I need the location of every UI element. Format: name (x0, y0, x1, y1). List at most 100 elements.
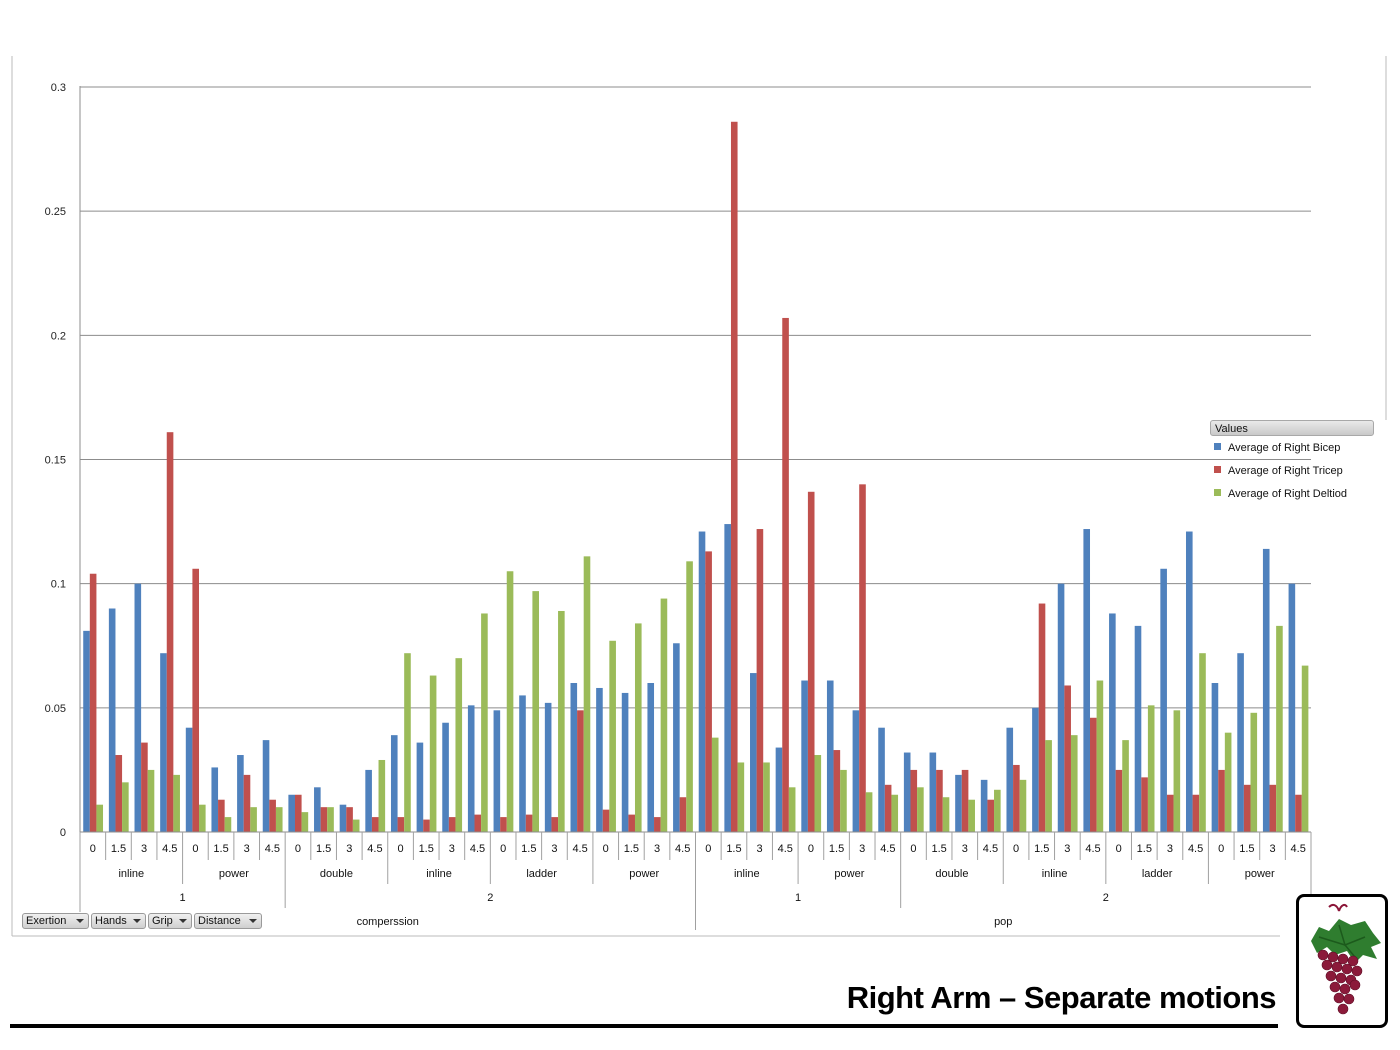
x-tick-label: 0 (1116, 843, 1122, 855)
bar (730, 121, 738, 833)
grip-label: inline (118, 868, 144, 880)
x-tick-label: 0 (295, 843, 301, 855)
x-tick-label: 0 (1013, 843, 1019, 855)
bar (570, 683, 578, 832)
x-tick-label: 1.5 (213, 843, 228, 855)
bar (826, 680, 834, 832)
bar (429, 675, 437, 832)
grape-cluster-icon (1296, 894, 1388, 1028)
bar (519, 695, 526, 832)
bar (1173, 710, 1181, 832)
grip-label: power (629, 868, 659, 880)
bar (987, 799, 995, 832)
bar (243, 774, 251, 832)
bar (275, 807, 283, 832)
bar (1295, 794, 1302, 832)
legend: Values Average of Right Bicep Average of… (1210, 420, 1376, 502)
bar (339, 804, 347, 832)
bar (416, 742, 424, 832)
bar (352, 819, 360, 832)
legend-item-bicep: Average of Right Bicep (1214, 440, 1340, 456)
bar (192, 568, 200, 832)
grip-filter-button[interactable]: Grip (148, 913, 192, 929)
x-tick-label: 1.5 (829, 843, 844, 855)
bar (968, 799, 975, 832)
bar (724, 524, 731, 832)
bar (89, 573, 97, 832)
bar (634, 623, 642, 832)
x-tick-label: 3 (244, 843, 250, 855)
dropdown-arrow-icon (249, 919, 257, 923)
legend-item-tricep: Average of Right Tricep (1214, 463, 1343, 479)
bar (660, 598, 668, 832)
bar (1141, 777, 1148, 832)
bar (917, 787, 924, 832)
hands-filter-button[interactable]: Hands (91, 913, 146, 929)
title-underline (10, 1024, 1278, 1028)
bar (442, 722, 449, 832)
x-tick-label: 0 (90, 843, 96, 855)
dropdown-arrow-icon (76, 919, 84, 923)
bar (782, 317, 789, 832)
x-tick-label: 4.5 (572, 843, 587, 855)
legend-swatch-deltiod (1214, 489, 1221, 496)
grip-label: inline (734, 868, 760, 880)
x-tick-label: 1.5 (111, 843, 126, 855)
x-tick-label: 4.5 (675, 843, 690, 855)
bar (673, 643, 680, 832)
bar (467, 705, 475, 832)
bar (423, 819, 430, 832)
x-tick-label: 4.5 (880, 843, 895, 855)
bar (1083, 529, 1091, 832)
bar (448, 817, 456, 832)
x-tick-label: 4.5 (778, 843, 793, 855)
bar (390, 735, 398, 832)
bar (83, 630, 90, 832)
x-tick-label: 4.5 (1085, 843, 1100, 855)
bar (250, 807, 257, 832)
bar (1122, 740, 1129, 832)
bar (506, 571, 514, 832)
bar (859, 484, 866, 832)
bar (1032, 707, 1039, 832)
y-tick-label: 0.15 (45, 455, 66, 467)
bar (577, 710, 584, 832)
bar (294, 794, 302, 832)
bar (211, 767, 219, 832)
bar (1013, 764, 1020, 832)
bar (544, 702, 552, 832)
x-tick-label: 4.5 (470, 843, 485, 855)
grip-label: power (834, 868, 864, 880)
bar (833, 750, 841, 832)
hands-label: 2 (487, 892, 493, 904)
bar (903, 752, 911, 832)
x-tick-label: 1.5 (521, 843, 536, 855)
bar (346, 807, 353, 832)
exertion-filter-button[interactable]: Exertion (22, 913, 89, 929)
bar (1038, 603, 1046, 832)
legend-header[interactable]: Values (1210, 420, 1374, 436)
bar (814, 755, 822, 832)
x-tick-label: 0 (398, 843, 404, 855)
x-tick-label: 3 (962, 843, 968, 855)
bar (1250, 712, 1258, 832)
bar (160, 653, 167, 832)
x-tick-label: 0 (705, 843, 711, 855)
legend-item-deltiod: Average of Right Deltiod (1214, 486, 1347, 502)
x-tick-label: 0 (808, 843, 814, 855)
y-tick-label: 0.25 (45, 206, 66, 218)
legend-label-tricep: Average of Right Tricep (1228, 465, 1343, 477)
bar (686, 561, 693, 832)
grip-label: ladder (1142, 868, 1173, 880)
bar (493, 710, 501, 832)
dropdown-arrow-icon (179, 919, 187, 923)
x-tick-label: 3 (141, 843, 147, 855)
bar (320, 807, 328, 832)
x-tick-label: 0 (192, 843, 198, 855)
bar (525, 814, 533, 832)
distance-filter-button[interactable]: Distance (194, 913, 262, 929)
x-tick-label: 1.5 (316, 843, 331, 855)
bar (840, 769, 847, 832)
y-tick-label: 0.2 (51, 330, 66, 342)
bar (314, 787, 321, 832)
